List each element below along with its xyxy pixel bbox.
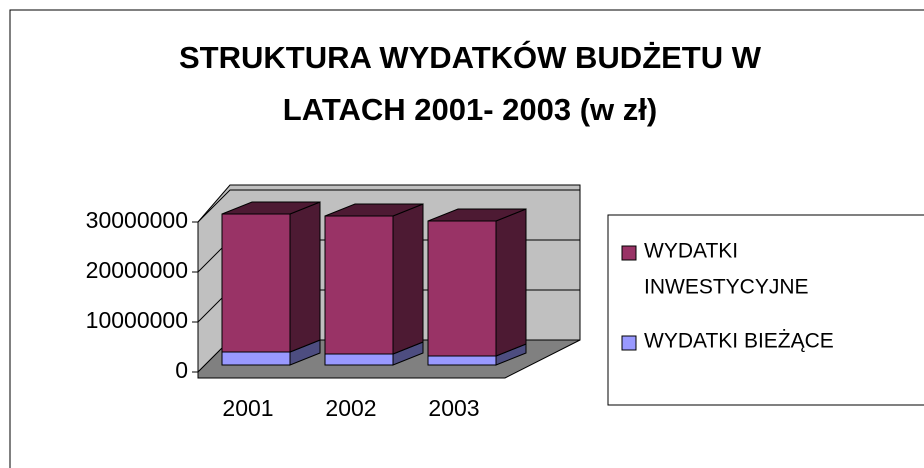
bar xyxy=(221,213,291,353)
y-tick-label: 10000000 xyxy=(86,307,188,333)
chart-title: STRUKTURA WYDATKÓW BUDŻETU W xyxy=(179,39,762,75)
bar xyxy=(427,355,497,366)
y-tick-label: 20000000 xyxy=(86,257,188,283)
grid-line xyxy=(197,189,580,223)
x-tick-label: 2002 xyxy=(325,395,376,421)
bar xyxy=(427,220,497,357)
bar-side xyxy=(392,203,424,355)
bar-top xyxy=(221,201,321,215)
bar-top xyxy=(427,208,527,222)
x-tick-label: 2003 xyxy=(428,395,479,421)
bar-side xyxy=(495,208,527,357)
legend-swatch xyxy=(621,245,637,261)
chart-title: LATACH 2001- 2003 (w zł) xyxy=(283,92,657,127)
legend xyxy=(607,214,924,406)
bar xyxy=(324,215,394,355)
bar xyxy=(324,353,394,366)
y-tick-label: 0 xyxy=(175,357,188,383)
legend-label: WYDATKI xyxy=(644,240,738,263)
y-tick-label: 30000000 xyxy=(86,207,188,233)
x-tick-label: 2001 xyxy=(222,395,273,421)
bar-top xyxy=(324,203,424,217)
legend-label: WYDATKI BIEŻĄCE xyxy=(644,330,834,353)
bar-side xyxy=(289,201,321,353)
bar xyxy=(221,351,291,366)
legend-label: INWESTYCYJNE xyxy=(644,276,809,299)
legend-swatch xyxy=(621,335,637,351)
